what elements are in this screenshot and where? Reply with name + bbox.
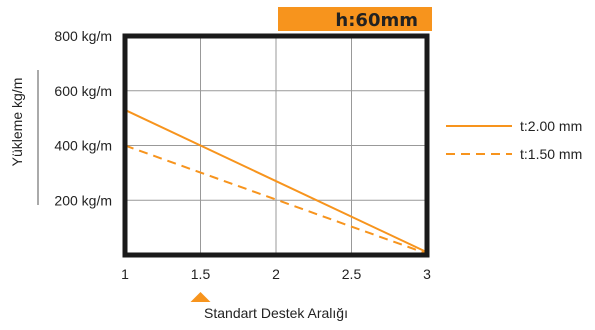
x-ticks: 1 1.5 2 2.5 3 [121,266,431,282]
y-tick-label: 400 kg/m [54,138,112,154]
x-tick-label: 3 [423,266,431,282]
badge-label: h:60mm [335,10,418,31]
x-tick-label: 1.5 [191,266,211,282]
x-tick-label: 2.5 [342,266,362,282]
y-tick-label: 200 kg/m [54,192,112,208]
series-layer [124,109,428,255]
y-axis-title: Yükleme kg/m [9,78,25,167]
plot-area [122,33,430,258]
x-tick-label: 1 [121,266,129,282]
x-tick-label: 2 [272,266,280,282]
series-line-dashed [124,144,428,255]
series-line-solid [124,109,428,254]
x-axis-title: Standart Destek Aralığı [204,305,348,321]
badge-background [278,7,432,31]
y-ticks: 200 kg/m 400 kg/m 600 kg/m 800 kg/m [54,28,112,208]
y-tick-label: 800 kg/m [54,28,112,44]
y-tick-label: 600 kg/m [54,83,112,99]
legend-label: t:2.00 mm [520,118,582,134]
standard-span-marker [190,292,211,302]
grid [125,36,427,255]
plot-frame [122,33,430,258]
legend-label: t:1.50 mm [520,146,582,162]
legend: t:2.00 mm t:1.50 mm [446,118,582,162]
